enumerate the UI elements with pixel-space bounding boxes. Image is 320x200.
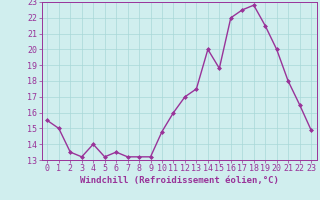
X-axis label: Windchill (Refroidissement éolien,°C): Windchill (Refroidissement éolien,°C) bbox=[80, 176, 279, 185]
